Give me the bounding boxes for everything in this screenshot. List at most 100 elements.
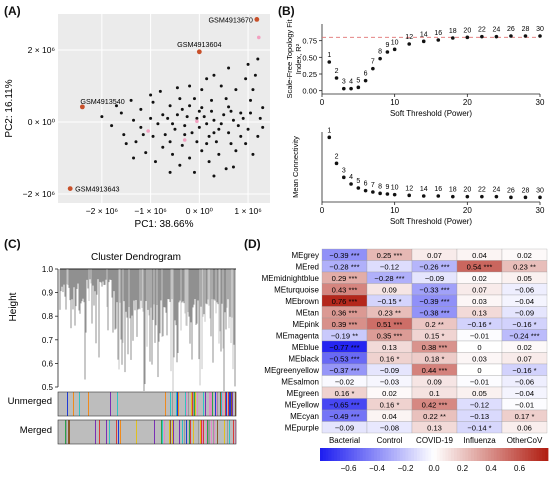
data-point xyxy=(256,57,260,61)
module-color-stripe xyxy=(208,420,209,444)
data-point xyxy=(188,84,192,88)
data-point xyxy=(480,34,484,39)
data-point xyxy=(451,36,455,40)
colorbar-segment xyxy=(431,448,435,461)
module-color-stripe xyxy=(65,420,66,444)
data-point xyxy=(175,86,179,90)
module-color-stripe xyxy=(206,420,207,444)
cell-value: 0.09 xyxy=(427,377,442,386)
colorbar-segment xyxy=(491,448,495,461)
labeled-sample-point xyxy=(196,49,202,55)
colorbar-segment xyxy=(516,448,520,461)
cell-value: −0.28 *** xyxy=(329,262,359,271)
module-label: MEpink xyxy=(292,320,320,329)
data-point xyxy=(195,116,199,120)
module-color-stripe xyxy=(201,420,202,444)
cell-value: −0.09 xyxy=(380,366,399,375)
point-label: 9 xyxy=(385,42,389,49)
data-point xyxy=(192,170,196,174)
y-axis-label-line2: Index, R² xyxy=(294,43,303,74)
pca-scatter-plot: GSM4913670 GSM4913604 GSM4913540 GSM4913643… xyxy=(4,14,270,230)
cell-value: 0.09 xyxy=(382,285,397,294)
cell-value: −0.77 *** xyxy=(329,343,359,352)
colorbar-segment xyxy=(539,448,543,461)
cell-value: 0.05 xyxy=(517,274,532,283)
module-label: MEblack xyxy=(288,354,320,363)
data-point xyxy=(188,104,192,108)
colorbar-segment xyxy=(331,448,335,461)
cell-value: 0.23 ** xyxy=(513,262,536,271)
point-label: 1 xyxy=(327,127,331,134)
module-color-stripe xyxy=(68,420,69,444)
data-point xyxy=(178,163,182,167)
cell-value: 0.25 *** xyxy=(377,251,403,260)
module-color-stripe xyxy=(193,420,194,444)
data-point xyxy=(436,194,441,198)
module-color-stripe xyxy=(235,392,236,416)
x-tick-label: 1 × 10⁶ xyxy=(234,206,261,216)
cell-value: 0.07 xyxy=(427,251,442,260)
module-color-stripe xyxy=(193,392,194,416)
x-tick-label: 20 xyxy=(463,206,472,215)
cell-value: −0.01 xyxy=(470,377,489,386)
data-point xyxy=(356,85,361,90)
cell-value: −0.12 xyxy=(380,262,399,271)
module-color-stripe xyxy=(110,392,111,416)
data-point xyxy=(151,100,155,104)
point-label: 2 xyxy=(335,68,339,75)
colorbar-segment xyxy=(334,448,338,461)
module-color-stripe xyxy=(211,392,212,416)
data-point xyxy=(227,105,231,109)
colorbar-segment xyxy=(342,448,347,461)
module-color-stripe xyxy=(186,392,187,416)
data-point xyxy=(139,125,143,129)
point-label: 8 xyxy=(378,49,382,56)
module-color-stripe xyxy=(205,392,206,416)
module-color-stripe xyxy=(207,420,208,444)
cell-value: 0.07 xyxy=(472,285,487,294)
column-label: Influenza xyxy=(463,436,496,445)
module-color-stripe xyxy=(170,420,171,444)
cell-value: −0.16 * xyxy=(512,320,536,329)
data-point xyxy=(168,140,172,144)
colorbar-segment xyxy=(456,448,461,461)
y-axis-label: Scale-Free Topology Fit xyxy=(285,19,294,99)
cell-value: 0.39 *** xyxy=(332,320,358,329)
module-label: MEmidnightblue xyxy=(262,274,320,283)
data-point xyxy=(407,193,411,198)
data-point xyxy=(480,194,484,199)
data-point xyxy=(327,135,332,140)
data-point xyxy=(219,122,223,126)
cell-value: 0.02 xyxy=(517,251,532,260)
module-label: MEgreenyellow xyxy=(264,366,319,375)
data-point xyxy=(188,156,192,160)
module-label: MEbrown xyxy=(285,297,319,306)
data-point xyxy=(465,35,470,40)
y-tick-label: 0.7 xyxy=(42,336,54,345)
cell-value: −0.04 xyxy=(515,297,534,306)
cell-value: −0.39 *** xyxy=(329,251,359,260)
data-point xyxy=(378,56,382,61)
data-point xyxy=(197,109,201,113)
data-point xyxy=(200,88,204,92)
data-point xyxy=(224,97,228,101)
cell-value: 0.17 * xyxy=(515,412,535,421)
colorbar-segment xyxy=(377,448,381,461)
x-tick-label: 0 xyxy=(320,206,325,215)
module-color-stripe xyxy=(229,392,230,416)
module-color-stripe xyxy=(176,392,177,416)
colorbar-segment xyxy=(533,448,537,461)
point-label: 16 xyxy=(434,186,442,193)
x-tick-label: 30 xyxy=(536,98,545,107)
cell-value: −0.02 xyxy=(335,377,354,386)
data-point xyxy=(195,140,199,144)
colorbar-segment xyxy=(522,448,526,461)
data-point xyxy=(222,113,226,117)
data-point xyxy=(180,143,184,147)
data-point xyxy=(224,167,228,171)
module-color-stripe xyxy=(170,392,171,416)
cell-value: −0.16 * xyxy=(467,320,491,329)
data-point xyxy=(251,152,255,156)
y-tick-label: 0 × 10⁰ xyxy=(28,117,56,127)
